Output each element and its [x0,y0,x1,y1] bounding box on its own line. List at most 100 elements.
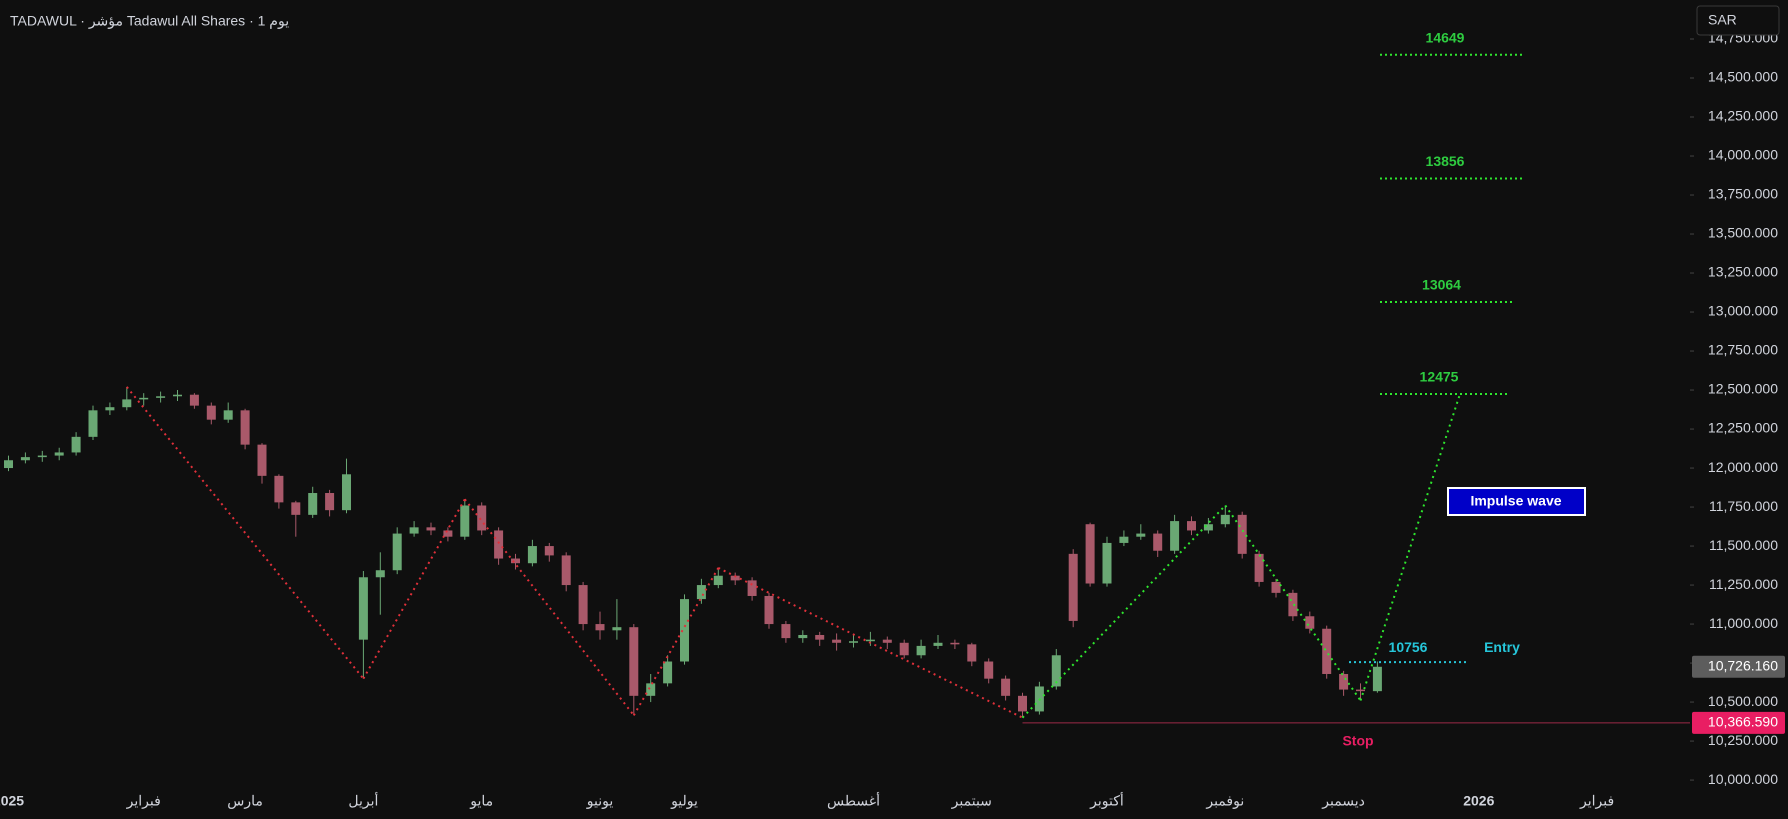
candle-body [933,642,943,646]
candle-body [1339,673,1349,690]
x-tick-label: أغسطس [827,791,880,810]
candle-body [629,627,639,696]
zigzag-line [126,386,365,680]
candle-body [1271,581,1281,593]
y-tick-label: 11,250.000 [1709,576,1778,592]
entry-price-label: 10756 [1389,639,1428,655]
candle-body [291,502,301,515]
candle-body [899,642,909,656]
zigzag-line [362,498,466,680]
candle-body [747,580,757,596]
candle-body [950,642,960,645]
x-tick-label: مايو [469,793,493,810]
candle-body [1356,689,1365,692]
candle-body [139,397,149,400]
candle-body [1187,521,1196,531]
x-tick-label: 2025 [0,793,24,809]
y-tick-label: 11,500.000 [1709,537,1778,553]
candle-body [781,624,791,639]
candle-body [257,444,267,476]
x-tick-label: فبراير [1579,793,1614,810]
x-tick-label: نوفمبر [1205,793,1244,810]
candle-body [713,575,723,586]
target-label: 13856 [1426,153,1465,169]
candle-body [71,436,81,453]
x-tick-label: سبتمبر [951,793,992,810]
y-tick-label: 13,500.000 [1708,225,1778,241]
x-tick-label: يونيو [586,793,614,810]
candle-body [646,683,656,696]
candle-body [460,505,470,537]
y-tick-label: 13,250.000 [1708,264,1778,280]
candle-body [494,530,504,559]
target-label: 13064 [1422,277,1461,293]
candle-body [815,634,825,640]
y-tick-label: 12,500.000 [1708,381,1778,397]
y-tick-label: 10,500.000 [1708,693,1778,709]
candle-body [1372,666,1382,692]
candle-body [325,493,335,511]
last-price-box [1692,655,1785,678]
candle-body [122,399,132,408]
candle-body [477,505,487,531]
candle-body [696,585,706,600]
candle-body [849,641,858,643]
candle-body [443,530,453,537]
candle-body [612,627,622,631]
candle-body [1085,524,1095,584]
candle-body [156,396,166,398]
candle-body [206,405,216,420]
candle-body [1136,533,1146,537]
target-label: 12475 [1420,369,1459,385]
candle-body [967,644,977,662]
candle-body [527,546,537,564]
y-tick-label: 12,000.000 [1708,459,1778,475]
candle-body [1254,553,1264,582]
candle-body [578,585,588,625]
candle-body [1170,521,1180,551]
candle-body [342,474,351,511]
currency[interactable]: SAR [1708,12,1737,28]
candle-body [511,558,520,564]
x-tick-label: أبريل [348,791,378,810]
annotation: Impulse wave [1470,493,1561,509]
x-tick-label: ديسمبر [1321,793,1365,810]
candle-body [1119,536,1129,543]
candle-body [1220,514,1230,525]
candle-body [240,410,250,445]
candle-body [1068,553,1078,621]
x-tick-label: فبراير [126,793,161,810]
y-tick-label: 10,250.000 [1708,732,1778,748]
candle-body [882,639,892,643]
candle-body [1305,616,1315,629]
y-tick-label: 14,000.000 [1708,147,1778,163]
currency-box[interactable] [1696,5,1780,36]
candle-body [680,599,689,662]
candle-body [544,546,554,556]
x-tick-label: 2026 [1463,793,1494,809]
y-tick-label: 10,000.000 [1708,771,1778,787]
candle-body [663,661,673,684]
y-tick-label: 14,500.000 [1708,69,1778,85]
y-tick-label: 11,000.000 [1709,615,1778,631]
candle-body [173,394,182,397]
candle-body [375,570,385,578]
stop-price-label: 10,366.590 [1708,714,1778,730]
x-tick-label: أكتوبر [1089,791,1124,810]
entry-label: Entry [1484,639,1520,655]
candle-body [1237,514,1247,554]
stop-price-box [1692,711,1785,734]
candle-body [984,661,994,679]
x-tick-label: يوليو [670,793,698,810]
candle-body [916,645,926,656]
candle-body [595,624,605,631]
target-label: 14649 [1426,29,1465,45]
y-tick-label: 12,750.000 [1708,342,1778,358]
candle-body [358,577,368,640]
zigzag-line [464,498,635,716]
candle-body [1001,678,1011,696]
candle-body [274,475,284,503]
